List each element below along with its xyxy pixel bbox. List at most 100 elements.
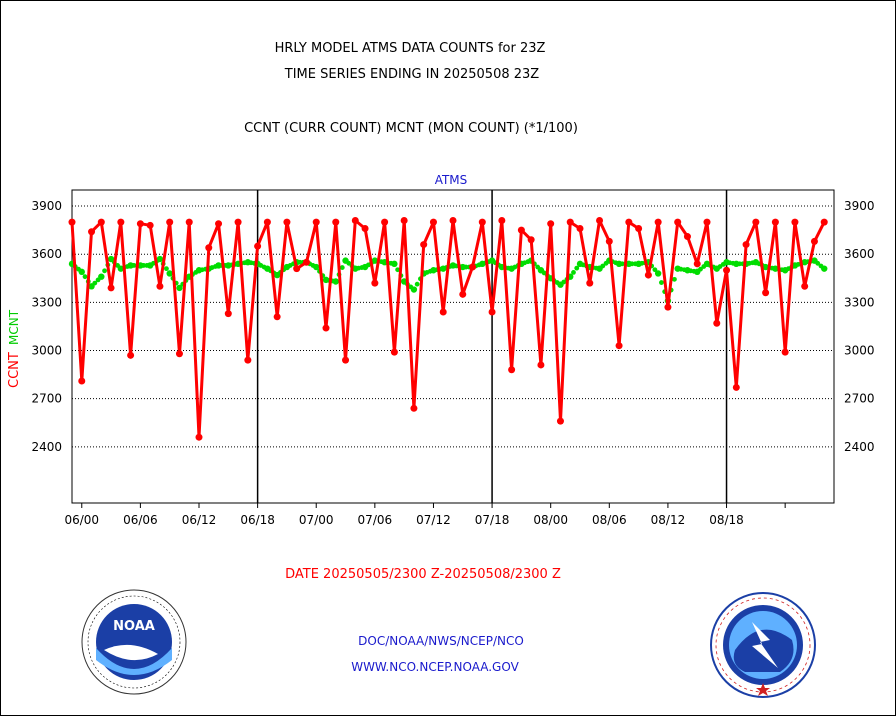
mcnt-dot [541, 270, 547, 276]
mcnt-dot [574, 265, 580, 271]
y-tick-label-left: 3900 [31, 199, 62, 213]
date-range: DATE 20250505/2300 Z-20250508/2300 Z [285, 567, 561, 582]
ccnt-point [674, 218, 682, 226]
ccnt-point [88, 228, 96, 236]
x-tick-label: 08/18 [709, 513, 744, 527]
ccnt-point [410, 404, 418, 412]
mcnt-point [98, 273, 105, 280]
ccnt-point [117, 218, 125, 226]
noaa-logo: NOAA [81, 589, 187, 695]
ccnt-point [615, 342, 623, 350]
mcnt-dot [571, 269, 576, 275]
plot-frame [71, 189, 835, 504]
x-tick-label: 06/06 [123, 513, 158, 527]
ccnt-point [127, 351, 135, 359]
x-tick-label: 06/18 [240, 513, 275, 527]
ccnt-point [175, 350, 183, 358]
ccnt-point [791, 218, 799, 226]
ccnt-point [683, 233, 691, 241]
y-tick-label-left: 2700 [31, 392, 62, 406]
ccnt-point [566, 218, 574, 226]
x-tick-label: 07/06 [358, 513, 393, 527]
ccnt-point [459, 290, 467, 298]
ccnt-point [654, 218, 662, 226]
mcnt-dot [339, 265, 345, 270]
ccnt-point [488, 308, 496, 316]
mcnt-point [332, 278, 339, 285]
ccnt-point [771, 218, 779, 226]
mcnt-dot [698, 266, 703, 272]
ccnt-point [635, 225, 643, 233]
y-tick-label-left: 3600 [31, 247, 62, 261]
ccnt-point [576, 225, 584, 233]
ccnt-point [185, 218, 193, 226]
ccnt-point [342, 356, 350, 364]
ccnt-point [478, 218, 486, 226]
ccnt-point [469, 263, 477, 271]
mcnt-dot [102, 268, 107, 274]
mcnt-dot [346, 260, 352, 266]
mcnt-dot [600, 263, 606, 269]
ccnt-point [244, 356, 252, 364]
y-tick-label-right: 2700 [844, 392, 875, 406]
ccnt-point [107, 284, 115, 292]
ccnt-point [605, 237, 613, 245]
ccnt-point [215, 220, 223, 228]
mcnt-dot [92, 280, 98, 286]
series-ccnt [68, 216, 828, 441]
ccnt-point [752, 218, 760, 226]
ccnt-point [390, 348, 398, 356]
grid-lines [72, 205, 834, 448]
mcnt-point [176, 284, 183, 292]
ccnt-point [205, 244, 213, 252]
ccnt-point [195, 433, 203, 441]
y-ticks-right: 2400 2700 3000 3300 3600 3900 [844, 199, 875, 454]
ccnt-point [742, 241, 750, 249]
y-tick-label-right: 2400 [844, 440, 875, 454]
mcnt-point [166, 270, 173, 277]
x-tick-label: 08/12 [651, 513, 686, 527]
x-tick-label: 08/06 [592, 513, 627, 527]
y-tick-label-right: 3900 [844, 199, 875, 213]
y-tick-label-left: 2400 [31, 440, 62, 454]
ccnt-point [273, 313, 281, 321]
mcnt-point [821, 265, 828, 272]
mcnt-dot [815, 260, 821, 266]
ccnt-point [556, 417, 564, 425]
header-line-2: TIME SERIES ENDING IN 20250508 23Z [284, 67, 540, 82]
ccnt-point [644, 271, 652, 279]
ccnt-point [527, 236, 535, 244]
ccnt-point [283, 218, 291, 226]
mcnt-dot [164, 266, 169, 272]
x-tick-label: 07/12 [416, 513, 451, 527]
website-link[interactable]: WWW.NCO.NCEP.NOAA.GOV [351, 660, 519, 674]
ccnt-point [312, 218, 320, 226]
mcnt-point [654, 270, 662, 277]
mcnt-point [391, 260, 398, 268]
mcnt-point [78, 268, 85, 276]
ccnt-point [146, 221, 154, 229]
mcnt-point [313, 263, 320, 271]
ccnt-point [166, 218, 174, 226]
y-tick-label-right: 3600 [844, 247, 875, 261]
ccnt-point [625, 218, 633, 226]
ccnt-point [371, 279, 379, 287]
ccnt-point [517, 226, 525, 234]
ccnt-point [713, 319, 721, 327]
ccnt-point [703, 218, 711, 226]
ccnt-point [381, 218, 389, 226]
y-tick-label-right: 3300 [844, 295, 875, 309]
ccnt-point [361, 225, 369, 233]
y-ticks-left: 2400 2700 3000 3300 3600 3900 [31, 199, 62, 454]
mcnt-dot [652, 267, 658, 273]
ccnt-point [68, 218, 76, 226]
ccnt-point [224, 310, 232, 318]
ccnt-point [664, 303, 672, 311]
mcnt-dot [659, 280, 664, 285]
ccnt-point [723, 266, 731, 274]
ccnt-point [136, 220, 144, 228]
x-tick-label: 06/12 [182, 513, 217, 527]
x-tick-label: 07/00 [299, 513, 334, 527]
y-tick-label-left: 3000 [31, 344, 62, 358]
